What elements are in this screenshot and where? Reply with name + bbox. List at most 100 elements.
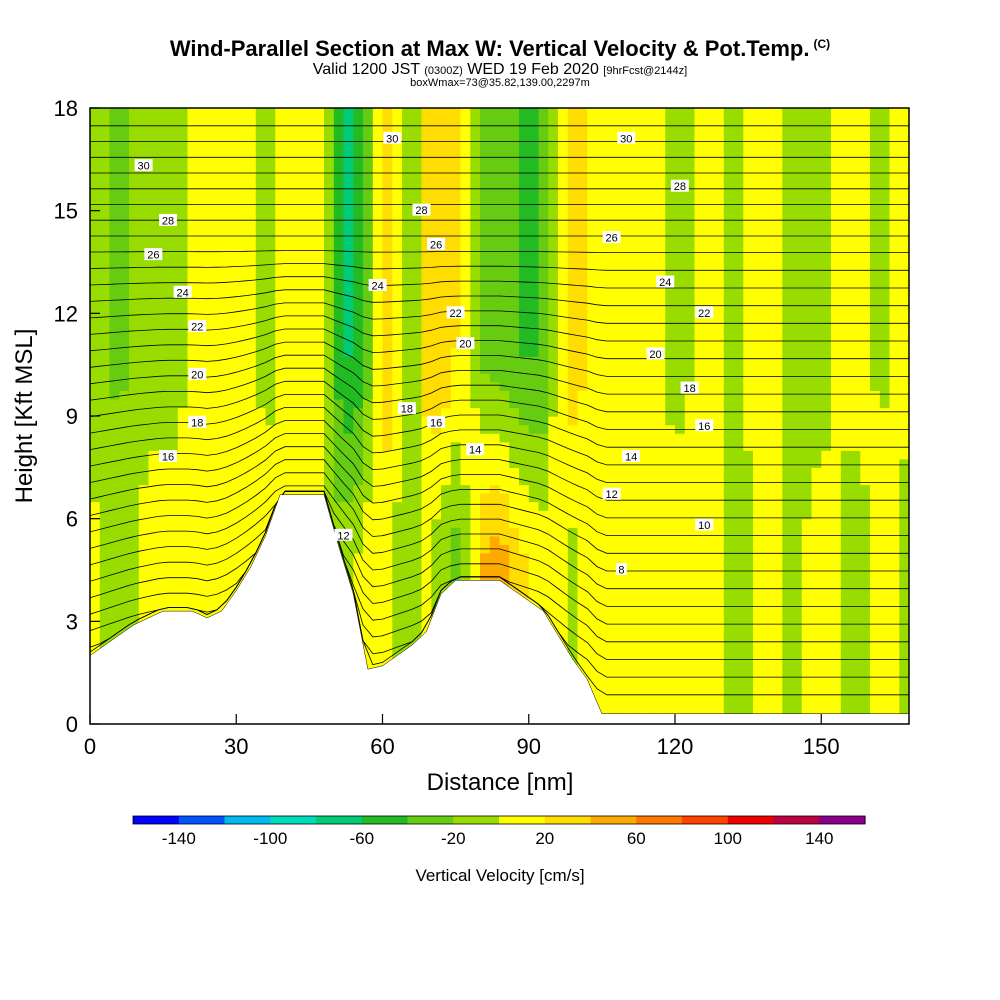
velocity-cell [655, 356, 666, 366]
velocity-cell [431, 133, 442, 143]
velocity-cell [265, 416, 276, 426]
velocity-cell [265, 339, 276, 349]
velocity-cell [382, 356, 393, 366]
velocity-cell [450, 364, 462, 374]
velocity-cell [577, 142, 588, 152]
velocity-cell [558, 484, 569, 494]
velocity-cell [333, 244, 345, 255]
velocity-cell [519, 356, 530, 366]
velocity-cell [207, 398, 218, 409]
velocity-cell [197, 330, 208, 340]
velocity-cell [236, 390, 247, 400]
velocity-cell [246, 253, 257, 263]
velocity-cell [714, 416, 725, 426]
velocity-cell [99, 108, 111, 118]
velocity-cell [216, 407, 228, 417]
velocity-cell [99, 441, 111, 451]
velocity-cell [723, 578, 735, 588]
velocity-cell [743, 621, 754, 631]
velocity-cell [363, 450, 374, 460]
velocity-cell [333, 347, 345, 357]
velocity-cell [723, 373, 735, 383]
velocity-cell [519, 133, 530, 143]
velocity-cell [704, 116, 715, 126]
velocity-cell [762, 664, 774, 674]
velocity-cell [694, 356, 705, 366]
velocity-cell [187, 552, 198, 563]
velocity-cell [567, 253, 579, 263]
velocity-cell [372, 433, 384, 443]
velocity-cell [675, 398, 686, 409]
velocity-cell [304, 185, 315, 195]
velocity-cell [480, 433, 491, 443]
velocity-cell [567, 407, 579, 417]
velocity-cell [626, 313, 637, 323]
velocity-cell [402, 458, 413, 468]
velocity-cell [285, 484, 296, 494]
velocity-cell [733, 125, 744, 135]
velocity-cell [197, 578, 208, 588]
velocity-cell [753, 159, 764, 169]
velocity-cell [655, 202, 666, 212]
velocity-cell [421, 570, 432, 580]
velocity-cell [158, 398, 169, 409]
velocity-cell [216, 484, 228, 494]
velocity-cell [616, 398, 627, 409]
velocity-cell [577, 313, 588, 323]
velocity-cell [675, 159, 686, 169]
velocity-cell [714, 458, 725, 468]
velocity-cell [372, 185, 384, 195]
velocity-cell [236, 475, 247, 486]
velocity-cell [99, 373, 111, 383]
velocity-cell [411, 561, 423, 571]
velocity-cell [606, 347, 618, 357]
velocity-cell [372, 159, 384, 169]
velocity-cell [402, 270, 413, 280]
velocity-cell [197, 587, 208, 597]
velocity-cell [138, 433, 150, 443]
velocity-cell [538, 475, 549, 486]
velocity-cell [177, 570, 189, 580]
velocity-cell [129, 193, 140, 203]
velocity-cell [109, 185, 120, 195]
velocity-cell [99, 450, 111, 460]
velocity-cell [616, 706, 627, 717]
velocity-cell [168, 501, 179, 511]
velocity-cell [109, 356, 120, 366]
velocity-cell [645, 433, 657, 443]
velocity-cell [480, 321, 491, 332]
velocity-cell [314, 210, 325, 220]
velocity-cell [402, 133, 413, 143]
velocity-cell [363, 339, 374, 349]
velocity-cell [519, 227, 530, 237]
velocity-cell [109, 612, 120, 622]
velocity-cell [363, 655, 374, 665]
velocity-cell [597, 210, 608, 220]
velocity-cell [226, 501, 237, 511]
velocity-cell [304, 210, 315, 220]
velocity-cell [226, 356, 237, 366]
velocity-cell [353, 518, 364, 528]
velocity-cell [460, 390, 471, 400]
velocity-cell [129, 450, 140, 460]
velocity-cell [597, 561, 608, 571]
velocity-cell [606, 159, 618, 169]
velocity-cell [372, 381, 384, 391]
velocity-cell [372, 202, 384, 212]
velocity-cell [743, 219, 754, 229]
velocity-cell [675, 664, 686, 674]
velocity-cell [733, 339, 744, 349]
velocity-cell [392, 424, 403, 434]
velocity-cell [177, 219, 189, 229]
velocity-cell [265, 227, 276, 237]
velocity-cell [470, 433, 481, 443]
velocity-cell [343, 364, 354, 374]
velocity-cell [704, 621, 715, 631]
velocity-cell [236, 270, 247, 280]
velocity-cell [275, 313, 286, 323]
velocity-cell [460, 210, 471, 220]
velocity-cell [450, 193, 462, 203]
velocity-cell [90, 629, 101, 640]
velocity-cell [168, 518, 179, 528]
velocity-cell [538, 552, 549, 563]
